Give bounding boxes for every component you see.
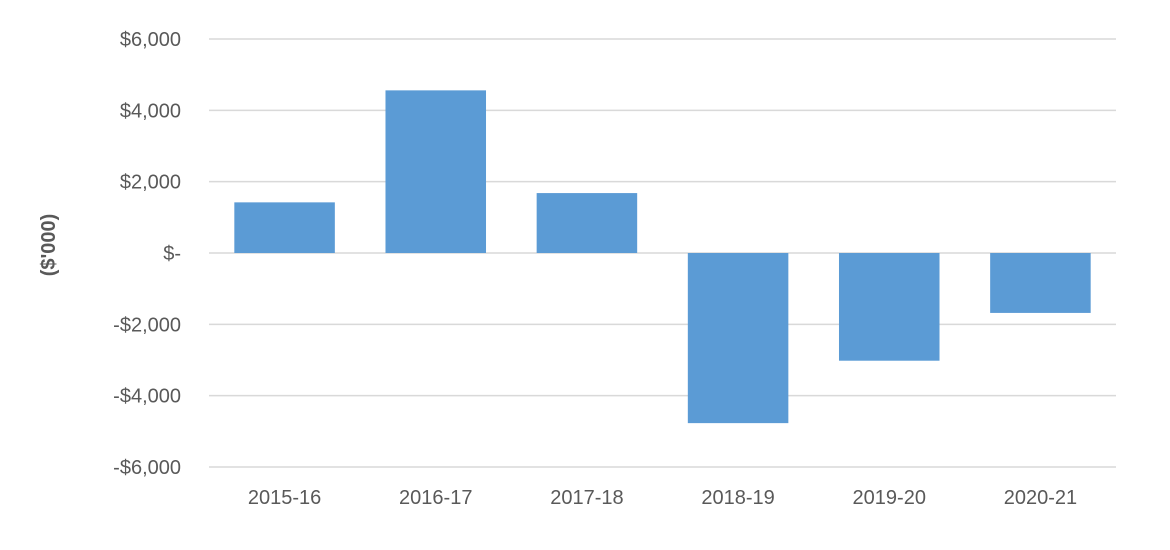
y-tick-label: $4,000 bbox=[120, 100, 181, 122]
bar bbox=[536, 193, 638, 253]
bar bbox=[990, 253, 1091, 313]
bar bbox=[838, 253, 940, 361]
x-tick-label: 2016-17 bbox=[399, 487, 472, 509]
bar bbox=[385, 90, 487, 253]
x-axis-tick-labels: 2015-16 2016-17 2017-18 2018-19 2019-20 2020-… bbox=[248, 487, 1077, 509]
bar bbox=[687, 253, 789, 424]
bars bbox=[234, 90, 1091, 424]
y-tick-label: $6,000 bbox=[120, 29, 181, 51]
x-tick-label: 2019-20 bbox=[853, 487, 926, 509]
y-tick-label: -$6,000 bbox=[113, 457, 181, 479]
y-tick-label: -$4,000 bbox=[113, 386, 181, 408]
y-axis-title: ($'000) bbox=[38, 214, 60, 277]
y-tick-label: $- bbox=[163, 243, 181, 265]
bar bbox=[234, 202, 335, 253]
x-tick-label: 2020-21 bbox=[1004, 487, 1077, 509]
y-tick-label: $2,000 bbox=[120, 172, 181, 194]
x-tick-label: 2018-19 bbox=[701, 487, 774, 509]
y-axis-tick-labels: $6,000 $4,000 $2,000 $- -$2,000 -$4,000 -$6,00… bbox=[113, 29, 181, 479]
gridlines bbox=[209, 38, 1116, 468]
x-tick-label: 2017-18 bbox=[550, 487, 623, 509]
y-tick-label: -$2,000 bbox=[113, 314, 181, 336]
x-tick-label: 2015-16 bbox=[248, 487, 321, 509]
